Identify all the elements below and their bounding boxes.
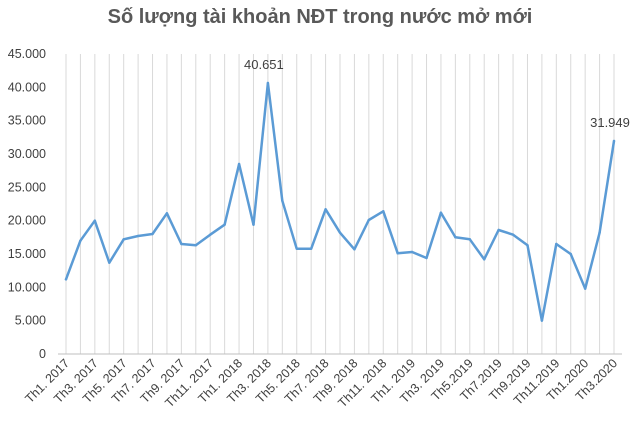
data-labels: 40.651 31.949	[244, 57, 630, 130]
y-tick-label: 45.000	[8, 47, 46, 61]
data-point	[165, 212, 169, 215]
data-point	[410, 250, 414, 254]
data-point	[338, 231, 342, 234]
data-point	[497, 228, 500, 232]
data-point	[583, 287, 587, 290]
data-point	[281, 199, 284, 202]
data-point	[79, 239, 82, 242]
y-tick-label: 0	[39, 347, 46, 361]
data-point	[237, 162, 241, 166]
data-point	[598, 231, 601, 234]
y-tick-label: 35.000	[8, 114, 46, 128]
data-point	[425, 256, 428, 260]
y-tick-label: 30.000	[8, 147, 46, 161]
data-point	[511, 233, 515, 236]
data-point	[569, 252, 572, 256]
y-tick-label: 10.000	[8, 280, 46, 294]
data-point	[180, 242, 183, 246]
data-point	[454, 236, 457, 239]
data-point	[93, 219, 97, 222]
data-point	[295, 247, 298, 250]
data-point	[309, 247, 313, 250]
data-point	[64, 278, 68, 281]
data-point	[122, 238, 125, 241]
data-point	[526, 244, 529, 247]
data-point	[396, 252, 399, 255]
data-point	[136, 234, 140, 238]
data-point	[108, 261, 111, 264]
series-group	[64, 81, 616, 322]
data-point	[266, 81, 270, 85]
y-tick-label: 40.000	[8, 80, 46, 94]
chart-title: Số lượng tài khoản NĐT trong nước mở mới	[107, 6, 533, 28]
data-point	[439, 211, 443, 214]
data-point	[540, 319, 544, 322]
data-point	[468, 238, 471, 241]
y-axis-ticks: 0 5.000 10.000 15.000 20.000 25.000 30.000 35.0…	[8, 47, 46, 361]
data-point	[209, 233, 212, 236]
data-point	[223, 223, 226, 226]
data-label: 40.651	[244, 57, 284, 72]
y-tick-label: 20.000	[8, 214, 46, 228]
y-tick-label: 15.000	[8, 247, 46, 261]
data-point	[382, 210, 385, 213]
data-point	[151, 232, 154, 236]
y-tick-label: 5.000	[15, 314, 46, 328]
data-point	[612, 139, 616, 143]
data-point	[252, 223, 255, 226]
data-label: 31.949	[590, 115, 630, 130]
data-point	[367, 218, 371, 222]
data-point	[353, 248, 356, 251]
data-point	[483, 258, 486, 261]
data-point	[555, 242, 558, 246]
data-point	[324, 208, 327, 211]
grid-lines	[65, 54, 615, 354]
data-point	[194, 244, 197, 247]
y-tick-label: 25.000	[8, 180, 46, 194]
